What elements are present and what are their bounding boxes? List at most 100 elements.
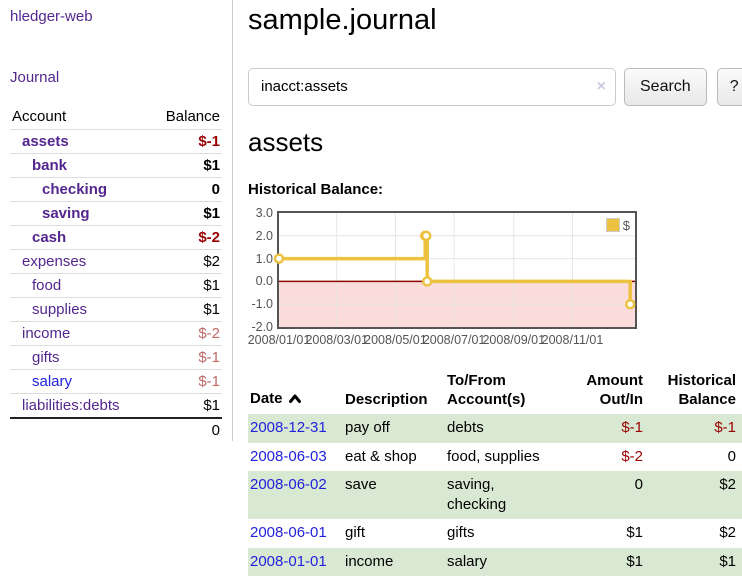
account-balance: $1 xyxy=(203,301,220,318)
transaction-balance: $2 xyxy=(719,524,736,542)
account-balance: $1 xyxy=(203,205,220,222)
chart-series-svg xyxy=(273,212,636,327)
y-axis-tick-label: 1.0 xyxy=(255,251,273,266)
x-axis-tick-label: 2008/07/01 xyxy=(422,332,486,347)
transaction-accounts: debts xyxy=(447,419,484,437)
accounts-header-row: Account Balance xyxy=(10,105,222,130)
account-balance: $1 xyxy=(203,157,220,174)
search-input[interactable] xyxy=(248,67,616,106)
historical-balance-chart: 3.0 2.0 1.0 0.0 -1.0 -2.0 $ 2008/01/01 2008/03… xyxy=(248,206,668,349)
account-row: expenses $2 xyxy=(10,249,222,274)
account-link-food[interactable]: food xyxy=(32,277,62,294)
account-row: liabilities:debts $1 xyxy=(10,393,222,419)
account-link-checking[interactable]: checking xyxy=(42,181,108,198)
column-header-accounts: To/From Account(s) xyxy=(447,371,526,408)
account-link-saving[interactable]: saving xyxy=(42,205,90,222)
account-heading: assets xyxy=(248,126,324,157)
x-axis-tick-label: 2008/03/01 xyxy=(305,332,368,347)
y-axis: 3.0 2.0 1.0 0.0 -1.0 -2.0 xyxy=(248,206,273,334)
account-row: checking 0 xyxy=(10,177,222,202)
account-row: assets $-1 xyxy=(10,129,222,154)
accounts-balance-table: Account Balance assets $-1 bank $1 check… xyxy=(10,105,222,442)
search-input-wrap: × xyxy=(248,67,616,106)
transaction-amount: $-2 xyxy=(621,447,643,465)
app-title-link[interactable]: hledger-web xyxy=(10,8,93,25)
transaction-accounts: gifts xyxy=(447,524,475,542)
account-link-assets[interactable]: assets xyxy=(22,133,69,150)
search-button[interactable]: Search xyxy=(624,67,707,106)
transaction-balance: $-1 xyxy=(714,419,736,437)
account-link-gifts[interactable]: gifts xyxy=(32,349,60,366)
account-row: food $1 xyxy=(10,273,222,298)
y-axis-tick-label: 2.0 xyxy=(255,228,273,243)
x-axis-tick-label: 2008/01/01 xyxy=(247,332,311,347)
transaction-accounts: salary xyxy=(447,552,488,570)
account-link-salary[interactable]: salary xyxy=(32,373,73,390)
account-link-income[interactable]: income xyxy=(22,325,71,342)
register-row: 2008-06-01 gift gifts $1 $2 xyxy=(248,519,742,547)
transaction-description: save xyxy=(345,475,377,493)
account-link-cash[interactable]: cash xyxy=(32,229,67,246)
account-row: income $-2 xyxy=(10,321,222,346)
account-balance: $2 xyxy=(203,253,220,270)
transaction-description: income xyxy=(345,552,394,570)
column-header-date-sort[interactable]: Date xyxy=(248,370,343,415)
transaction-date-link[interactable]: 2008-01-01 xyxy=(250,552,327,570)
account-row: supplies $1 xyxy=(10,297,222,322)
x-axis-tick-label: 2008/09/01 xyxy=(482,332,546,347)
sidebar: hledger-web Journal Account Balance asse… xyxy=(0,0,232,442)
chart-legend: $ xyxy=(604,216,631,234)
transaction-amount: $-1 xyxy=(621,419,643,437)
chart-plot-area: $ xyxy=(273,210,637,329)
account-balance: $1 xyxy=(203,277,220,294)
account-link-bank[interactable]: bank xyxy=(32,157,68,174)
register-row: 2008-06-03 eat & shop food, supplies $-2… xyxy=(248,443,742,471)
help-button[interactable]: ? xyxy=(716,67,742,106)
transaction-balance: $2 xyxy=(719,475,736,493)
account-row: saving $1 xyxy=(10,201,222,226)
transaction-date-link[interactable]: 2008-12-31 xyxy=(250,419,327,437)
accounts-total-row: 0 xyxy=(10,418,222,442)
account-link-liabilities-debts[interactable]: liabilities:debts xyxy=(22,397,120,414)
x-axis: 2008/01/01 2008/03/01 2008/05/01 2008/07/01… xyxy=(248,332,635,349)
legend-label: $ xyxy=(622,217,630,233)
account-row: salary $-1 xyxy=(10,369,222,394)
account-row: gifts $-1 xyxy=(10,345,222,370)
account-row: cash $-2 xyxy=(10,225,222,250)
main-content: sample.journal × Search ? assets Histori… xyxy=(248,0,742,576)
x-axis-tick-label: 2008/05/01 xyxy=(364,332,427,347)
y-axis-tick-label: -1.0 xyxy=(251,297,273,312)
transaction-amount: $1 xyxy=(626,524,643,542)
sort-ascending-icon xyxy=(288,391,302,410)
register-table: Date Description To/From Account(s) Amou… xyxy=(248,370,742,576)
register-row: 2008-01-01 income salary $1 $1 xyxy=(248,547,742,576)
account-balance: $-2 xyxy=(198,325,220,342)
page-title: sample.journal xyxy=(248,4,437,36)
x-axis-tick-label: 2008/11/01 xyxy=(541,332,604,347)
column-header-description: Description xyxy=(345,390,428,408)
transaction-description: eat & shop xyxy=(345,447,417,465)
account-balance: $-1 xyxy=(198,133,220,150)
column-header-amount: Amount Out/In xyxy=(586,371,643,408)
transaction-balance: 0 xyxy=(727,447,736,465)
transaction-date-link[interactable]: 2008-06-03 xyxy=(250,447,327,465)
transaction-date-link[interactable]: 2008-06-02 xyxy=(250,475,327,493)
clear-search-icon[interactable]: × xyxy=(596,77,606,95)
balance-column-header: Balance xyxy=(165,108,220,125)
account-balance: 0 xyxy=(211,181,220,198)
sidebar-item-journal[interactable]: Journal xyxy=(10,69,60,86)
account-balance: $-1 xyxy=(198,373,220,390)
account-balance: $-2 xyxy=(198,229,220,246)
account-link-supplies[interactable]: supplies xyxy=(32,301,88,318)
transaction-date-link[interactable]: 2008-06-01 xyxy=(250,524,327,542)
y-axis-tick-label: 3.0 xyxy=(255,205,273,220)
transaction-amount: $1 xyxy=(626,552,643,570)
account-balance: $1 xyxy=(203,397,220,414)
transaction-description: pay off xyxy=(345,419,390,437)
transaction-amount: 0 xyxy=(634,475,643,493)
account-link-expenses[interactable]: expenses xyxy=(22,253,87,270)
register-header-row: Date Description To/From Account(s) Amou… xyxy=(248,370,742,415)
account-row: bank $1 xyxy=(10,153,222,178)
accounts-column-header: Account xyxy=(12,108,67,125)
y-axis-tick-label: 0.0 xyxy=(255,274,273,289)
